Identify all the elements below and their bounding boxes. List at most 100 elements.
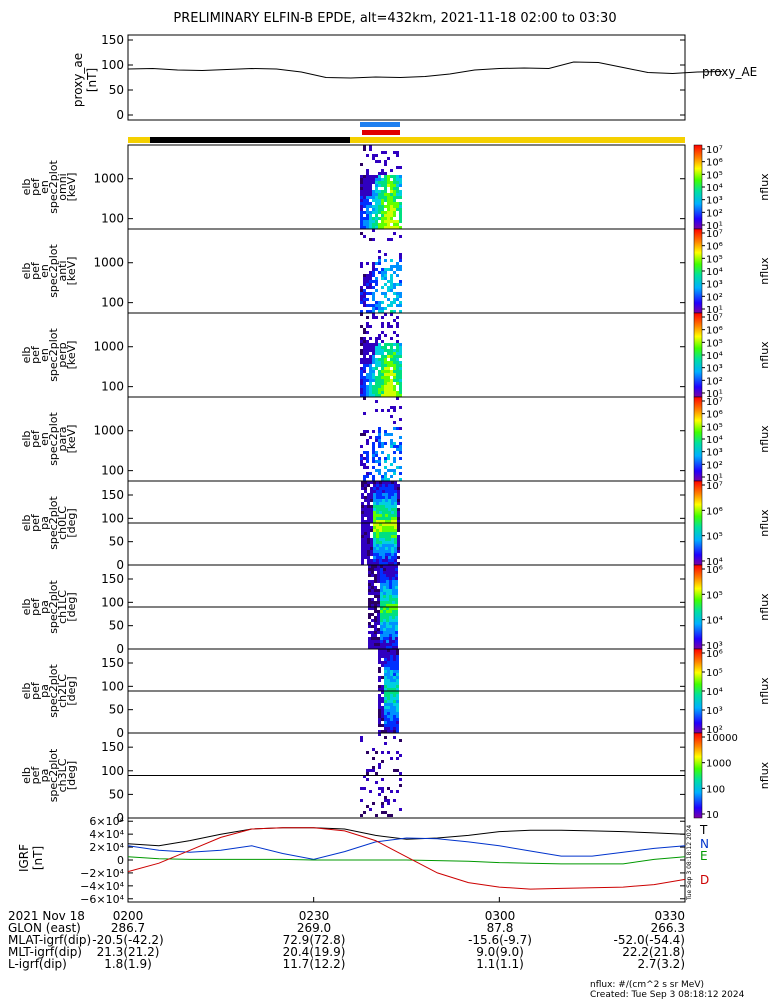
spectrogram-cell — [377, 628, 380, 631]
spectrogram-cell — [386, 640, 389, 643]
spectrogram-cell — [366, 169, 369, 172]
spectrogram-cell — [387, 268, 390, 271]
spectrogram-cell — [379, 487, 382, 490]
spectrogram-cell — [367, 562, 370, 565]
spectrogram-cell — [373, 550, 376, 553]
spectrogram-cells — [360, 313, 402, 397]
spectrogram-cell — [384, 259, 387, 262]
spectrogram-cell — [373, 526, 376, 529]
spectrogram-cell — [391, 529, 394, 532]
spectrogram-cell — [393, 469, 396, 472]
spectrogram-cell — [367, 481, 370, 484]
spectrogram-cell — [379, 556, 382, 559]
spectrogram-cell — [387, 376, 390, 379]
spectrogram-cell — [366, 460, 369, 463]
spectrogram-cell — [375, 190, 378, 193]
spectrogram-cell — [395, 619, 398, 622]
spectrogram-cell — [369, 271, 372, 274]
spectrogram-cell — [363, 190, 366, 193]
spectrogram-cell — [393, 472, 396, 475]
spectrogram-cell — [393, 190, 396, 193]
spectrogram-cell — [375, 367, 378, 370]
spectrogram-cell — [386, 571, 389, 574]
spectrogram-cell — [393, 385, 396, 388]
spectrogram-cell — [375, 220, 378, 223]
spectrogram-cell — [387, 685, 390, 688]
spectrogram-cell — [370, 553, 373, 556]
spectrogram-cell — [384, 649, 387, 652]
spec-ylabel-line: pef — [29, 261, 42, 280]
spectrogram-cell — [387, 409, 390, 412]
spectrogram-cell — [382, 484, 385, 487]
spectrogram-cell — [399, 202, 402, 205]
spectrogram-cell — [395, 640, 398, 643]
spectrogram-cell — [384, 736, 387, 739]
spectrogram-cell — [375, 280, 378, 283]
spectrogram-cell — [393, 712, 396, 715]
spectrogram-cell — [390, 469, 393, 472]
spectrogram-cell — [396, 220, 399, 223]
spectrogram-cell — [366, 751, 369, 754]
spectrogram-cell — [384, 691, 387, 694]
spectrogram-cell — [369, 181, 372, 184]
spectrogram-cell — [386, 631, 389, 634]
spectrogram-cell — [380, 631, 383, 634]
spectrogram-cell — [363, 205, 366, 208]
spectrogram-cell — [396, 223, 399, 226]
spectrogram-cell — [369, 769, 372, 772]
spectrogram-cell — [378, 205, 381, 208]
spectrogram-cell — [380, 595, 383, 598]
spectrogram-cell — [385, 487, 388, 490]
spectrogram-cell — [378, 172, 381, 175]
spectrogram-cell — [397, 514, 400, 517]
spectrogram-cell — [386, 601, 389, 604]
spectrogram-cell — [370, 520, 373, 523]
spectrogram-cell — [387, 751, 390, 754]
spectrogram-cell — [390, 814, 393, 817]
spectrogram-cell — [384, 370, 387, 373]
spectrogram-cell — [396, 361, 399, 364]
spectrogram-cell — [381, 223, 384, 226]
spectrogram-cell — [396, 694, 399, 697]
spec-tick-label: 50 — [109, 619, 124, 633]
spectrogram-cell — [373, 559, 376, 562]
spectrogram-cell — [381, 724, 384, 727]
spectrogram-cell — [378, 730, 381, 733]
spectrogram-cell — [373, 520, 376, 523]
state-bar-yellow-right — [350, 137, 685, 143]
spectrogram-cell — [383, 586, 386, 589]
spec-ylabel-line: elb — [20, 599, 33, 616]
spectrogram-cell — [397, 517, 400, 520]
spectrogram-cell — [385, 562, 388, 565]
spectrogram-cell — [389, 640, 392, 643]
spectrogram-cell — [375, 208, 378, 211]
proxy-ae-ylabel: proxy_ae — [71, 53, 85, 107]
spectrogram-cell — [381, 475, 384, 478]
spectrogram-cell — [378, 364, 381, 367]
spectrogram-cell — [385, 490, 388, 493]
spectrogram-cell — [363, 457, 366, 460]
spectrogram-cell — [390, 667, 393, 670]
spectrogram-cell — [363, 388, 366, 391]
spectrogram-cell — [372, 226, 375, 229]
spectrogram-cell — [364, 541, 367, 544]
spectrogram-cell — [381, 664, 384, 667]
spectrogram-cell — [367, 541, 370, 544]
spectrogram-cell — [396, 202, 399, 205]
spectrogram-cell — [390, 304, 393, 307]
spectrogram-cell — [360, 373, 363, 376]
spectrogram-cell — [366, 466, 369, 469]
spectrogram-cell — [381, 190, 384, 193]
spectrogram-cell — [392, 577, 395, 580]
spectrogram-cell — [399, 406, 402, 409]
spectrogram-cell — [363, 364, 366, 367]
spectrogram-cell — [361, 553, 364, 556]
spectrogram-cell — [384, 688, 387, 691]
spectrogram-cell — [384, 457, 387, 460]
spectrogram-cell — [385, 538, 388, 541]
spectrogram-cell — [393, 736, 396, 739]
spectrogram-cell — [373, 493, 376, 496]
spectrogram-cell — [397, 526, 400, 529]
spectrogram-cell — [370, 559, 373, 562]
